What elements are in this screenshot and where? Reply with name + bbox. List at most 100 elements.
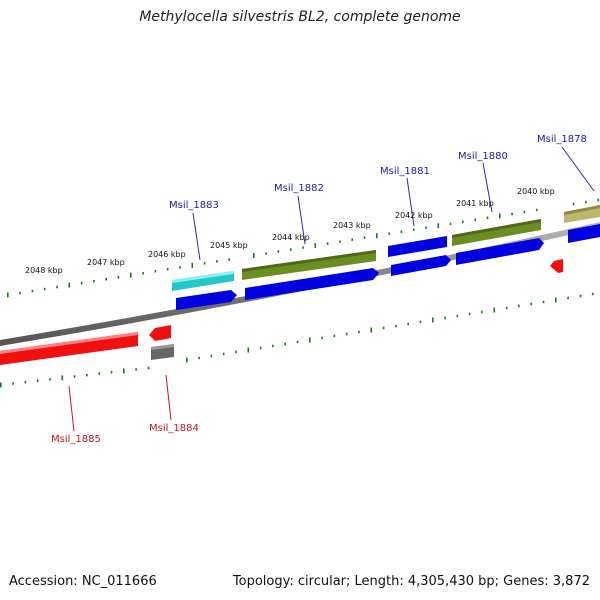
scale-ticks-reverse-inner — [186, 292, 594, 363]
scale-tick-minor — [339, 240, 341, 243]
scale-tick-minor — [579, 294, 582, 298]
scale-tick-minor — [572, 202, 575, 206]
scale-tick-minor — [31, 289, 34, 293]
scale-tick-major — [253, 253, 255, 258]
kbp-label-2044: 2044 kbp — [272, 233, 310, 242]
gene-small-red-right[interactable] — [550, 259, 563, 273]
label-leaders — [192, 146, 595, 261]
gene-msil-1883[interactable] — [172, 271, 234, 291]
scale-tick-minor — [154, 270, 157, 273]
scale-tick-major — [7, 292, 9, 298]
kbp-label-2046: 2046 kbp — [148, 250, 186, 259]
scale-tick-minor — [166, 268, 169, 271]
cds-msil-1881-a[interactable] — [388, 236, 447, 257]
scale-tick-minor — [407, 322, 409, 326]
scale-tick-minor — [395, 324, 397, 328]
scale-tick-minor — [98, 372, 100, 375]
scale-tick-minor — [135, 368, 137, 371]
gene-msil-1882[interactable] — [242, 250, 376, 280]
gene-msil-1880[interactable] — [452, 219, 541, 246]
gene-label-msil-1881[interactable]: Msil_1881 — [380, 166, 430, 177]
topology-text: Topology: circular; Length: 4,305,430 bp… — [232, 574, 590, 589]
gene-label-msil-1882[interactable]: Msil_1882 — [274, 183, 324, 194]
cds-msil-1878[interactable] — [568, 224, 600, 243]
scale-tick-minor — [216, 260, 218, 263]
kbp-label-2045: 2045 kbp — [210, 241, 248, 250]
cds-msil-1882[interactable] — [245, 268, 379, 300]
scale-tick-minor — [73, 375, 76, 378]
scale-tick-minor — [56, 285, 58, 289]
label-leaders-reverse — [68, 374, 172, 432]
kbp-label-2047: 2047 kbp — [87, 258, 125, 267]
scale-tick-minor — [12, 382, 14, 385]
cds-msil-1880[interactable] — [456, 238, 544, 265]
scale-tick-major — [68, 282, 71, 288]
genome-backbone — [0, 222, 600, 346]
scale-tick-minor — [456, 314, 459, 318]
scale-tick-minor — [284, 342, 286, 346]
scale-tick-minor — [24, 380, 27, 384]
kbp-label-2043: 2043 kbp — [333, 221, 371, 230]
scale-tick-minor — [203, 262, 206, 265]
scale-tick-minor — [43, 287, 46, 291]
scale-tick-major — [437, 223, 440, 229]
scale-tick-minor — [49, 378, 51, 381]
scale-tick-minor — [400, 230, 403, 233]
gene-label-msil-1883[interactable]: Msil_1883 — [169, 200, 219, 211]
cds-msil-1883[interactable] — [176, 290, 237, 310]
scale-tick-minor — [542, 300, 545, 304]
scale-ticks-reverse-outer — [0, 366, 150, 388]
scale-tick-major — [314, 243, 317, 249]
scale-tick-minor — [505, 306, 508, 310]
scale-tick-minor — [511, 212, 513, 216]
scale-tick-minor — [462, 220, 464, 224]
scale-tick-minor — [210, 354, 213, 358]
scale-tick-major — [186, 357, 188, 363]
scale-tick-minor — [412, 228, 415, 231]
scale-tick-minor — [326, 242, 329, 245]
scale-tick-major — [555, 297, 557, 303]
scale-tick-minor — [523, 210, 526, 214]
gene-msil-1884[interactable] — [151, 344, 174, 360]
scale-tick-major — [376, 233, 378, 239]
scale-tick-minor — [468, 312, 471, 316]
scale-tick-minor — [105, 277, 107, 281]
gene-msil-1884-arrow[interactable] — [149, 325, 171, 341]
scale-tick-minor — [147, 366, 150, 370]
scale-tick-minor — [235, 350, 237, 354]
gene-label-msil-1885[interactable]: Msil_1885 — [51, 434, 101, 445]
kbp-label-2040: 2040 kbp — [517, 187, 555, 196]
scale-tick-minor — [597, 198, 599, 202]
scale-tick-minor — [259, 346, 262, 350]
scale-tick-minor — [142, 272, 144, 275]
scale-tick-minor — [302, 246, 304, 249]
scale-tick-major — [247, 347, 250, 353]
scale-tick-major — [493, 307, 496, 313]
scale-tick-minor — [333, 334, 336, 338]
scale-tick-minor — [518, 304, 520, 308]
gene-label-msil-1880[interactable]: Msil_1880 — [458, 151, 508, 162]
scale-tick-minor — [481, 310, 483, 314]
scale-tick-minor — [36, 379, 39, 382]
gene-msil-1885[interactable] — [0, 332, 138, 365]
scale-tick-minor — [425, 226, 427, 229]
scale-tick-major — [0, 382, 2, 388]
scale-tick-minor — [388, 232, 390, 235]
scale-tick-major — [61, 375, 64, 381]
scale-tick-minor — [345, 332, 348, 336]
scale-tick-major — [123, 368, 125, 374]
scale-tick-minor — [198, 356, 200, 360]
gene-msil-1878[interactable] — [564, 205, 600, 223]
scale-ticks-forward — [7, 198, 599, 298]
scale-tick-minor — [93, 279, 95, 283]
scale-tick-major — [130, 272, 132, 278]
cds-msil-1881-b[interactable] — [391, 255, 451, 276]
gene-label-msil-1878[interactable]: Msil_1878 — [537, 134, 587, 145]
kbp-label-2041: 2041 kbp — [456, 199, 494, 208]
scale-tick-minor — [222, 352, 225, 356]
gene-label-msil-1884[interactable]: Msil_1884 — [149, 423, 199, 434]
scale-tick-minor — [289, 248, 292, 251]
scale-tick-minor — [444, 316, 446, 320]
scale-tick-minor — [110, 371, 113, 374]
